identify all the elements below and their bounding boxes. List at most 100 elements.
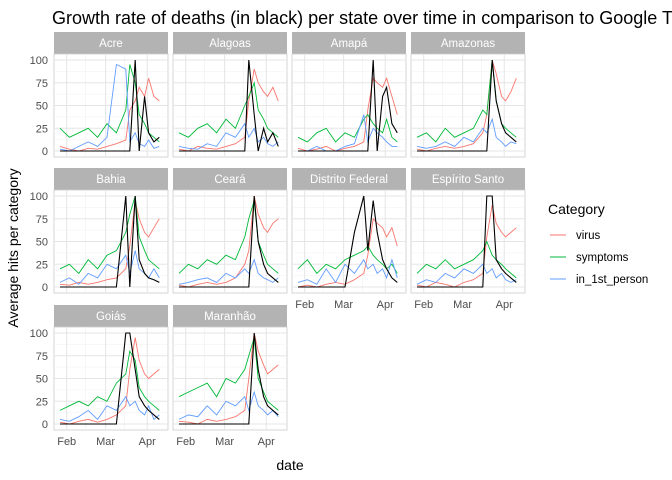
y-tick-label: 50 xyxy=(36,101,48,113)
series-line-symptoms xyxy=(178,337,279,411)
series-line-virus xyxy=(59,78,160,152)
series-line-symptoms xyxy=(416,59,517,143)
facet-strip-label: Bahia xyxy=(96,174,126,186)
legend-item-symptoms: symptoms xyxy=(550,252,629,264)
panel-amapa: Amapá xyxy=(291,32,407,158)
x-tick-label: Feb xyxy=(295,299,314,311)
series-line-virus xyxy=(416,205,517,288)
series-line-virus xyxy=(416,59,517,152)
facet-strip-label: Espírito Santo xyxy=(432,174,504,186)
panel-espirito-santo: Espírito Santo Feb Mar Apr xyxy=(410,168,526,311)
y-axis-label: Average hits per category xyxy=(5,168,21,327)
panel-goias: Goiás 0 25 50 75 100 Feb Mar Apr xyxy=(30,305,169,448)
y-tick-label: 0 xyxy=(42,419,48,431)
y-tick-label: 25 xyxy=(36,396,48,408)
y-tick-label: 25 xyxy=(36,123,48,135)
facet-panels: Acre 0 25 50 75 100 Alagoas Amapá Amazonas Bahia 0… xyxy=(30,32,526,448)
series-line-symptoms xyxy=(297,245,398,275)
series-line-in_1st_person xyxy=(416,117,517,149)
series-line-deaths xyxy=(179,59,279,152)
facet-strip xyxy=(292,32,406,54)
panel-acre: Acre 0 25 50 75 100 xyxy=(30,32,169,158)
legend-item-in-1st-person: in_1st_person xyxy=(550,274,648,286)
series-line-in_1st_person xyxy=(178,390,279,420)
legend-label: in_1st_person xyxy=(576,274,648,286)
facet-strip-label: Alagoas xyxy=(209,38,251,50)
facet-strip xyxy=(173,32,287,54)
series-line-in_1st_person xyxy=(416,263,517,285)
x-tick-label: Feb xyxy=(414,299,433,311)
panel-maranhao: Maranhão Feb Mar Apr xyxy=(172,305,288,448)
legend-title: Category xyxy=(548,201,605,217)
panel-ceara: Ceará xyxy=(172,168,288,294)
y-tick-label: 50 xyxy=(36,374,48,386)
series-line-symptoms xyxy=(297,113,398,143)
series-line-symptoms xyxy=(59,349,160,411)
series-line-deaths xyxy=(298,195,398,288)
x-tick-label: Apr xyxy=(496,299,513,311)
facet-strip xyxy=(54,168,168,190)
series-line-virus xyxy=(59,337,160,425)
y-tick-label: 100 xyxy=(30,191,48,203)
facet-strip-label: Ceará xyxy=(214,174,246,186)
facet-strip xyxy=(411,32,525,54)
x-tick-label: Apr xyxy=(377,299,394,311)
legend-label: symptoms xyxy=(576,252,629,264)
series-line-in_1st_person xyxy=(59,63,160,152)
facet-strip xyxy=(411,168,525,190)
facet-strip-label: Amazonas xyxy=(441,38,496,50)
legend-label: virus xyxy=(576,230,601,242)
series-line-virus xyxy=(178,195,279,288)
series-line-deaths xyxy=(417,195,517,288)
facet-strip xyxy=(173,168,287,190)
series-line-deaths xyxy=(60,195,160,288)
facet-strip-label: Distrito Federal xyxy=(310,174,388,186)
facet-strip-label: Amapá xyxy=(331,38,368,50)
facet-strip-label: Maranhão xyxy=(204,311,256,323)
series-line-deaths xyxy=(60,332,160,425)
series-line-deaths xyxy=(179,332,279,425)
legend-item-virus: virus xyxy=(550,230,601,242)
series-line-deaths xyxy=(179,195,279,288)
y-tick-label: 50 xyxy=(36,237,48,249)
x-tick-label: Mar xyxy=(453,299,472,311)
y-tick-label: 0 xyxy=(42,146,48,158)
series-line-symptoms xyxy=(416,240,517,279)
series-line-virus xyxy=(297,217,398,288)
y-tick-label: 100 xyxy=(30,55,48,67)
series-line-in_1st_person xyxy=(298,114,398,152)
legend: Category virus symptoms in_1st_person xyxy=(548,201,648,286)
y-tick-label: 25 xyxy=(36,259,48,271)
x-axis-label: date xyxy=(276,457,303,473)
x-tick-label: Mar xyxy=(334,299,353,311)
series-line-symptoms xyxy=(59,195,160,275)
x-tick-label: Feb xyxy=(176,436,195,448)
chart-title: Growth rate of deaths (in black) per sta… xyxy=(52,8,672,28)
facet-strip-label: Goiás xyxy=(96,311,126,323)
y-tick-label: 75 xyxy=(36,351,48,363)
series-line-in_1st_person xyxy=(178,258,279,285)
y-tick-label: 75 xyxy=(36,78,48,90)
x-tick-label: Feb xyxy=(57,436,76,448)
facet-strip xyxy=(173,305,287,327)
x-tick-label: Mar xyxy=(96,436,115,448)
series-line-in_1st_person xyxy=(178,122,279,150)
series-line-virus xyxy=(59,200,160,286)
facet-strip xyxy=(292,168,406,190)
panel-alagoas: Alagoas xyxy=(172,32,288,158)
y-tick-label: 75 xyxy=(36,214,48,226)
series-line-symptoms xyxy=(59,64,160,143)
series-line-symptoms xyxy=(178,200,279,274)
panel-bahia: Bahia 0 25 50 75 100 xyxy=(30,168,169,294)
y-tick-label: 100 xyxy=(30,328,48,340)
series-line-deaths xyxy=(417,59,517,152)
series-line-symptoms xyxy=(178,81,279,138)
x-tick-label: Apr xyxy=(139,436,156,448)
series-line-deaths xyxy=(298,59,398,152)
y-tick-label: 0 xyxy=(42,282,48,294)
series-line-deaths xyxy=(60,59,160,152)
x-tick-label: Apr xyxy=(258,436,275,448)
x-tick-label: Mar xyxy=(215,436,234,448)
panel-distrito-federal: Distrito Federal Feb Mar Apr xyxy=(291,168,407,311)
